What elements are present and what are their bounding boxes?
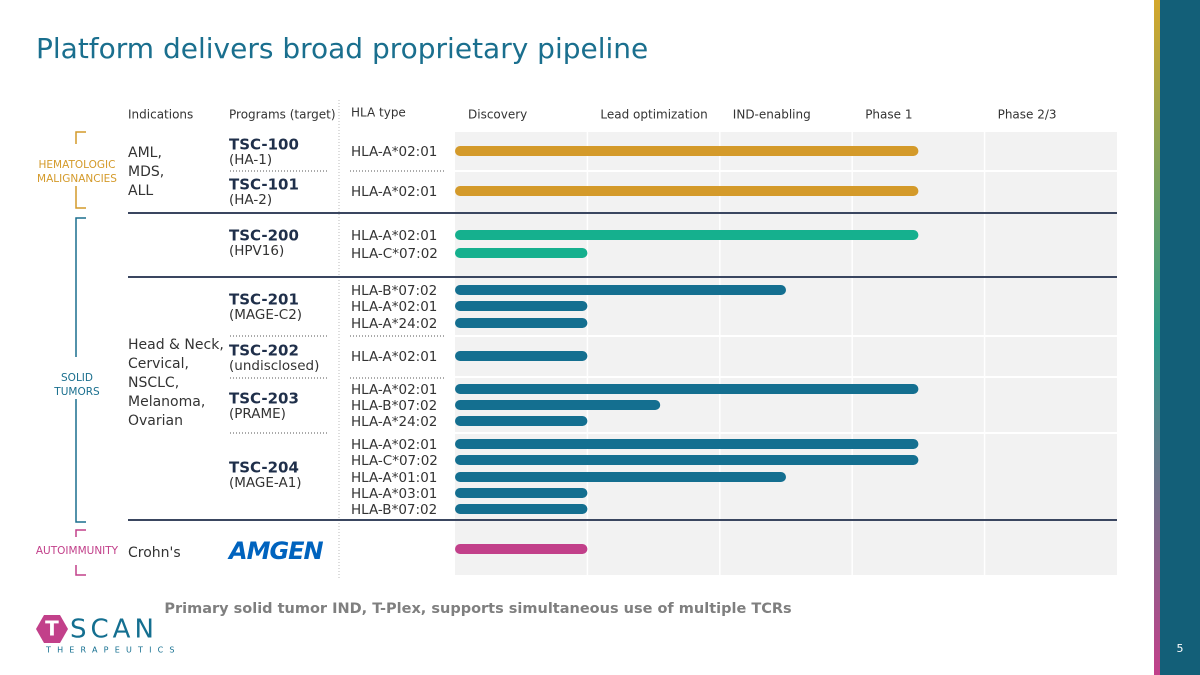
program-name: TSC-202	[229, 342, 299, 360]
hla-type: HLA-A*03:01	[351, 486, 437, 502]
progress-bar	[455, 384, 919, 394]
footnote: Primary solid tumor IND, T-Plex, support…	[164, 601, 791, 617]
progress-bar	[455, 472, 786, 482]
hla-type: HLA-A*24:02	[351, 316, 437, 332]
progress-bar	[455, 301, 588, 311]
phase-header: Lead optimization	[600, 108, 707, 122]
indication: Crohn's	[128, 545, 181, 561]
hla-type: HLA-A*02:01	[351, 144, 437, 160]
pipeline: Discovery Lead optimization IND-enabling Ph…	[36, 100, 1117, 580]
program-target: (MAGE-A1)	[229, 475, 302, 491]
hla-type: HLA-C*07:02	[351, 453, 438, 469]
program-target: (PRAME)	[229, 406, 286, 422]
logo-mark: T	[45, 617, 59, 641]
program-name: TSC-101	[229, 176, 299, 194]
indication: MDS,	[128, 164, 164, 180]
program-target: (undisclosed)	[229, 358, 319, 374]
progress-bar	[455, 186, 919, 196]
program-name: TSC-203	[229, 390, 299, 408]
progress-bar	[455, 416, 588, 426]
logo-word: SCAN	[70, 615, 158, 645]
program-target: (HPV16)	[229, 243, 284, 259]
progress-bar	[455, 544, 588, 554]
progress-bar	[455, 455, 919, 465]
progress-bar	[455, 146, 919, 156]
program-name: TSC-100	[229, 136, 299, 154]
hla-type: HLA-A*02:01	[351, 437, 437, 453]
progress-bar	[455, 439, 919, 449]
progress-bar	[455, 230, 919, 240]
progress-bar	[455, 285, 786, 295]
partner-logo: AMGEN	[227, 537, 324, 565]
area-bracket	[75, 131, 86, 144]
area-label: MALIGNANCIES	[37, 173, 117, 185]
hla-type: HLA-A*02:01	[351, 299, 437, 315]
indication: Cervical,	[128, 356, 189, 372]
progress-bar	[455, 248, 588, 258]
progress-bar	[455, 351, 588, 361]
program-name: TSC-201	[229, 291, 299, 309]
area-label: SOLID	[61, 372, 93, 384]
progress-bar	[455, 318, 588, 328]
accent-strip	[1154, 0, 1160, 675]
logo-hexagon	[36, 615, 68, 643]
area-bracket	[75, 217, 86, 357]
program-name: TSC-200	[229, 227, 299, 245]
program-target: (HA-1)	[229, 152, 272, 168]
hla-type: HLA-A*02:01	[351, 228, 437, 244]
hla-type: HLA-A*02:01	[351, 382, 437, 398]
indication: AML,	[128, 145, 162, 161]
hla-type: HLA-A*24:02	[351, 414, 437, 430]
indication: Ovarian	[128, 413, 183, 429]
hla-type: HLA-A*01:01	[351, 470, 437, 486]
progress-bar	[455, 400, 661, 410]
hla-type: HLA-A*02:01	[351, 349, 437, 365]
indication: ALL	[128, 183, 153, 199]
logo-sub: THERAPEUTICS	[45, 646, 181, 655]
column-header: Indications	[128, 108, 193, 122]
area-label: TUMORS	[53, 386, 100, 398]
hla-type: HLA-A*02:01	[351, 184, 437, 200]
area-label: HEMATOLOGIC	[39, 159, 116, 171]
progress-bar	[455, 504, 588, 514]
indication: NSCLC,	[128, 375, 179, 391]
hla-type: HLA-B*07:02	[351, 398, 437, 414]
column-header: HLA type	[351, 106, 406, 120]
hla-type: HLA-B*07:02	[351, 502, 437, 518]
area-label: AUTOIMMUNITY	[36, 545, 119, 557]
hla-type: HLA-C*07:02	[351, 246, 438, 262]
progress-bar	[455, 488, 588, 498]
program-target: (HA-2)	[229, 192, 272, 208]
indication: Melanoma,	[128, 394, 205, 410]
phase-header: Phase 1	[865, 108, 912, 122]
phase-header: Discovery	[468, 108, 527, 122]
phase-header: IND-enabling	[733, 108, 811, 122]
page-number: 5	[1177, 642, 1184, 655]
program-name: TSC-204	[229, 459, 299, 477]
indication: Head & Neck,	[128, 337, 224, 353]
area-bracket	[75, 399, 86, 523]
slide-title: Platform delivers broad proprietary pipe…	[36, 32, 648, 65]
area-bracket	[75, 529, 86, 537]
hla-type: HLA-B*07:02	[351, 283, 437, 299]
column-header: Programs (target)	[229, 108, 336, 122]
phase-header: Phase 2/3	[998, 108, 1057, 122]
program-target: (MAGE-C2)	[229, 307, 302, 323]
area-bracket	[75, 565, 86, 576]
side-band	[1160, 0, 1200, 675]
area-bracket	[75, 186, 86, 209]
